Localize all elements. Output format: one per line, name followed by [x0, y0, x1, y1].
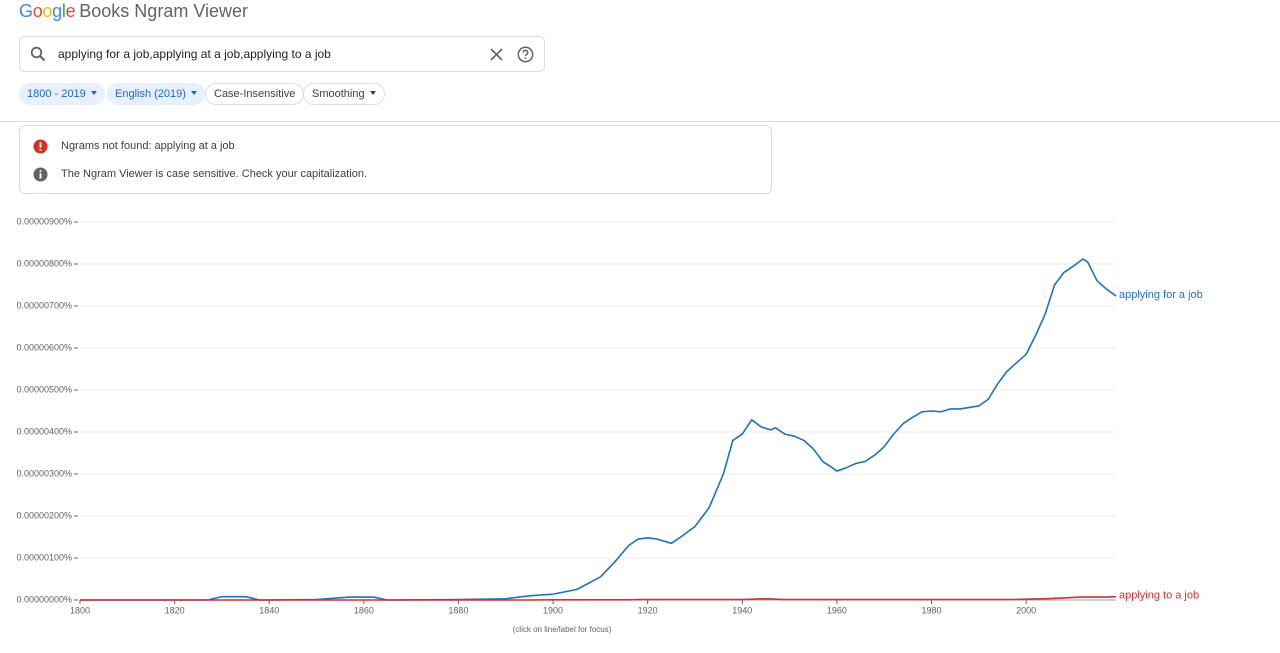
- info-icon: [33, 167, 48, 182]
- message-box: Ngrams not found: applying at a job The …: [19, 125, 772, 194]
- logo-area[interactable]: Google Books Ngram Viewer: [19, 1, 248, 22]
- caret: [90, 91, 97, 95]
- y-tick-label: 0.00000200%: [16, 510, 72, 520]
- x-tick-label: 1900: [543, 605, 563, 615]
- caret: [190, 91, 197, 95]
- caret: [369, 91, 376, 95]
- series-label[interactable]: applying to a job: [1119, 590, 1199, 602]
- x-tick-label: 1820: [165, 605, 185, 615]
- series-line[interactable]: [80, 258, 1117, 601]
- search-box[interactable]: applying for a job,applying at a job,app…: [19, 36, 545, 72]
- chip-label: English (2019): [115, 88, 186, 100]
- y-tick-label: 0.00000800%: [16, 258, 72, 268]
- smoothing-chip[interactable]: Smoothing: [303, 83, 385, 105]
- x-tick-label: 1880: [448, 605, 468, 615]
- x-tick-label: 1960: [827, 605, 847, 615]
- y-tick-label: 0.00000000%: [16, 594, 72, 604]
- case-chip[interactable]: Case-Insensitive: [205, 83, 305, 105]
- x-tick-label: 1840: [259, 605, 279, 615]
- x-tick-label: 2000: [1016, 605, 1036, 615]
- x-tick-label: 1940: [732, 605, 752, 615]
- y-tick-label: 0.00000100%: [16, 552, 72, 562]
- error-icon: [33, 139, 48, 154]
- help-button[interactable]: [517, 46, 534, 63]
- y-tick-label: 0.00000300%: [16, 468, 72, 478]
- series-line[interactable]: [80, 595, 1117, 601]
- series-label[interactable]: applying for a job: [1119, 289, 1203, 301]
- chip-label: Smoothing: [312, 88, 365, 100]
- info-message: The Ngram Viewer is case sensitive. Chec…: [61, 168, 368, 180]
- divider: [0, 121, 1280, 122]
- x-tick-label: 1860: [354, 605, 374, 615]
- y-tick-label: 0.00000400%: [16, 426, 72, 436]
- chip-label: Case-Insensitive: [214, 88, 296, 100]
- y-tick-label: 0.00000700%: [16, 300, 72, 310]
- y-tick-label: 0.00000900%: [16, 216, 72, 226]
- chart-note: (click on line/label for focus): [513, 625, 612, 634]
- year-range-chip[interactable]: 1800 - 2019: [19, 83, 105, 105]
- search-query[interactable]: applying for a job,applying at a job,app…: [58, 47, 331, 61]
- search-icon: [30, 46, 46, 62]
- logo[interactable]: Google: [19, 1, 76, 21]
- chip-label: 1800 - 2019: [27, 88, 86, 100]
- chart: 0.00000000% 0.00000100% 0.00000200% 0.00000…: [16, 216, 1203, 634]
- corpus-chip[interactable]: English (2019): [107, 83, 205, 105]
- clear-button[interactable]: [490, 48, 503, 61]
- y-tick-label: 0.00000600%: [16, 342, 72, 352]
- x-tick-label: 1920: [638, 605, 658, 615]
- error-message: Ngrams not found: applying at a job: [61, 140, 235, 152]
- app-title: Books Ngram Viewer: [79, 1, 249, 21]
- y-tick-label: 0.00000500%: [16, 384, 72, 394]
- x-tick-label: 1980: [921, 605, 941, 615]
- x-tick-label: 1800: [70, 605, 90, 615]
